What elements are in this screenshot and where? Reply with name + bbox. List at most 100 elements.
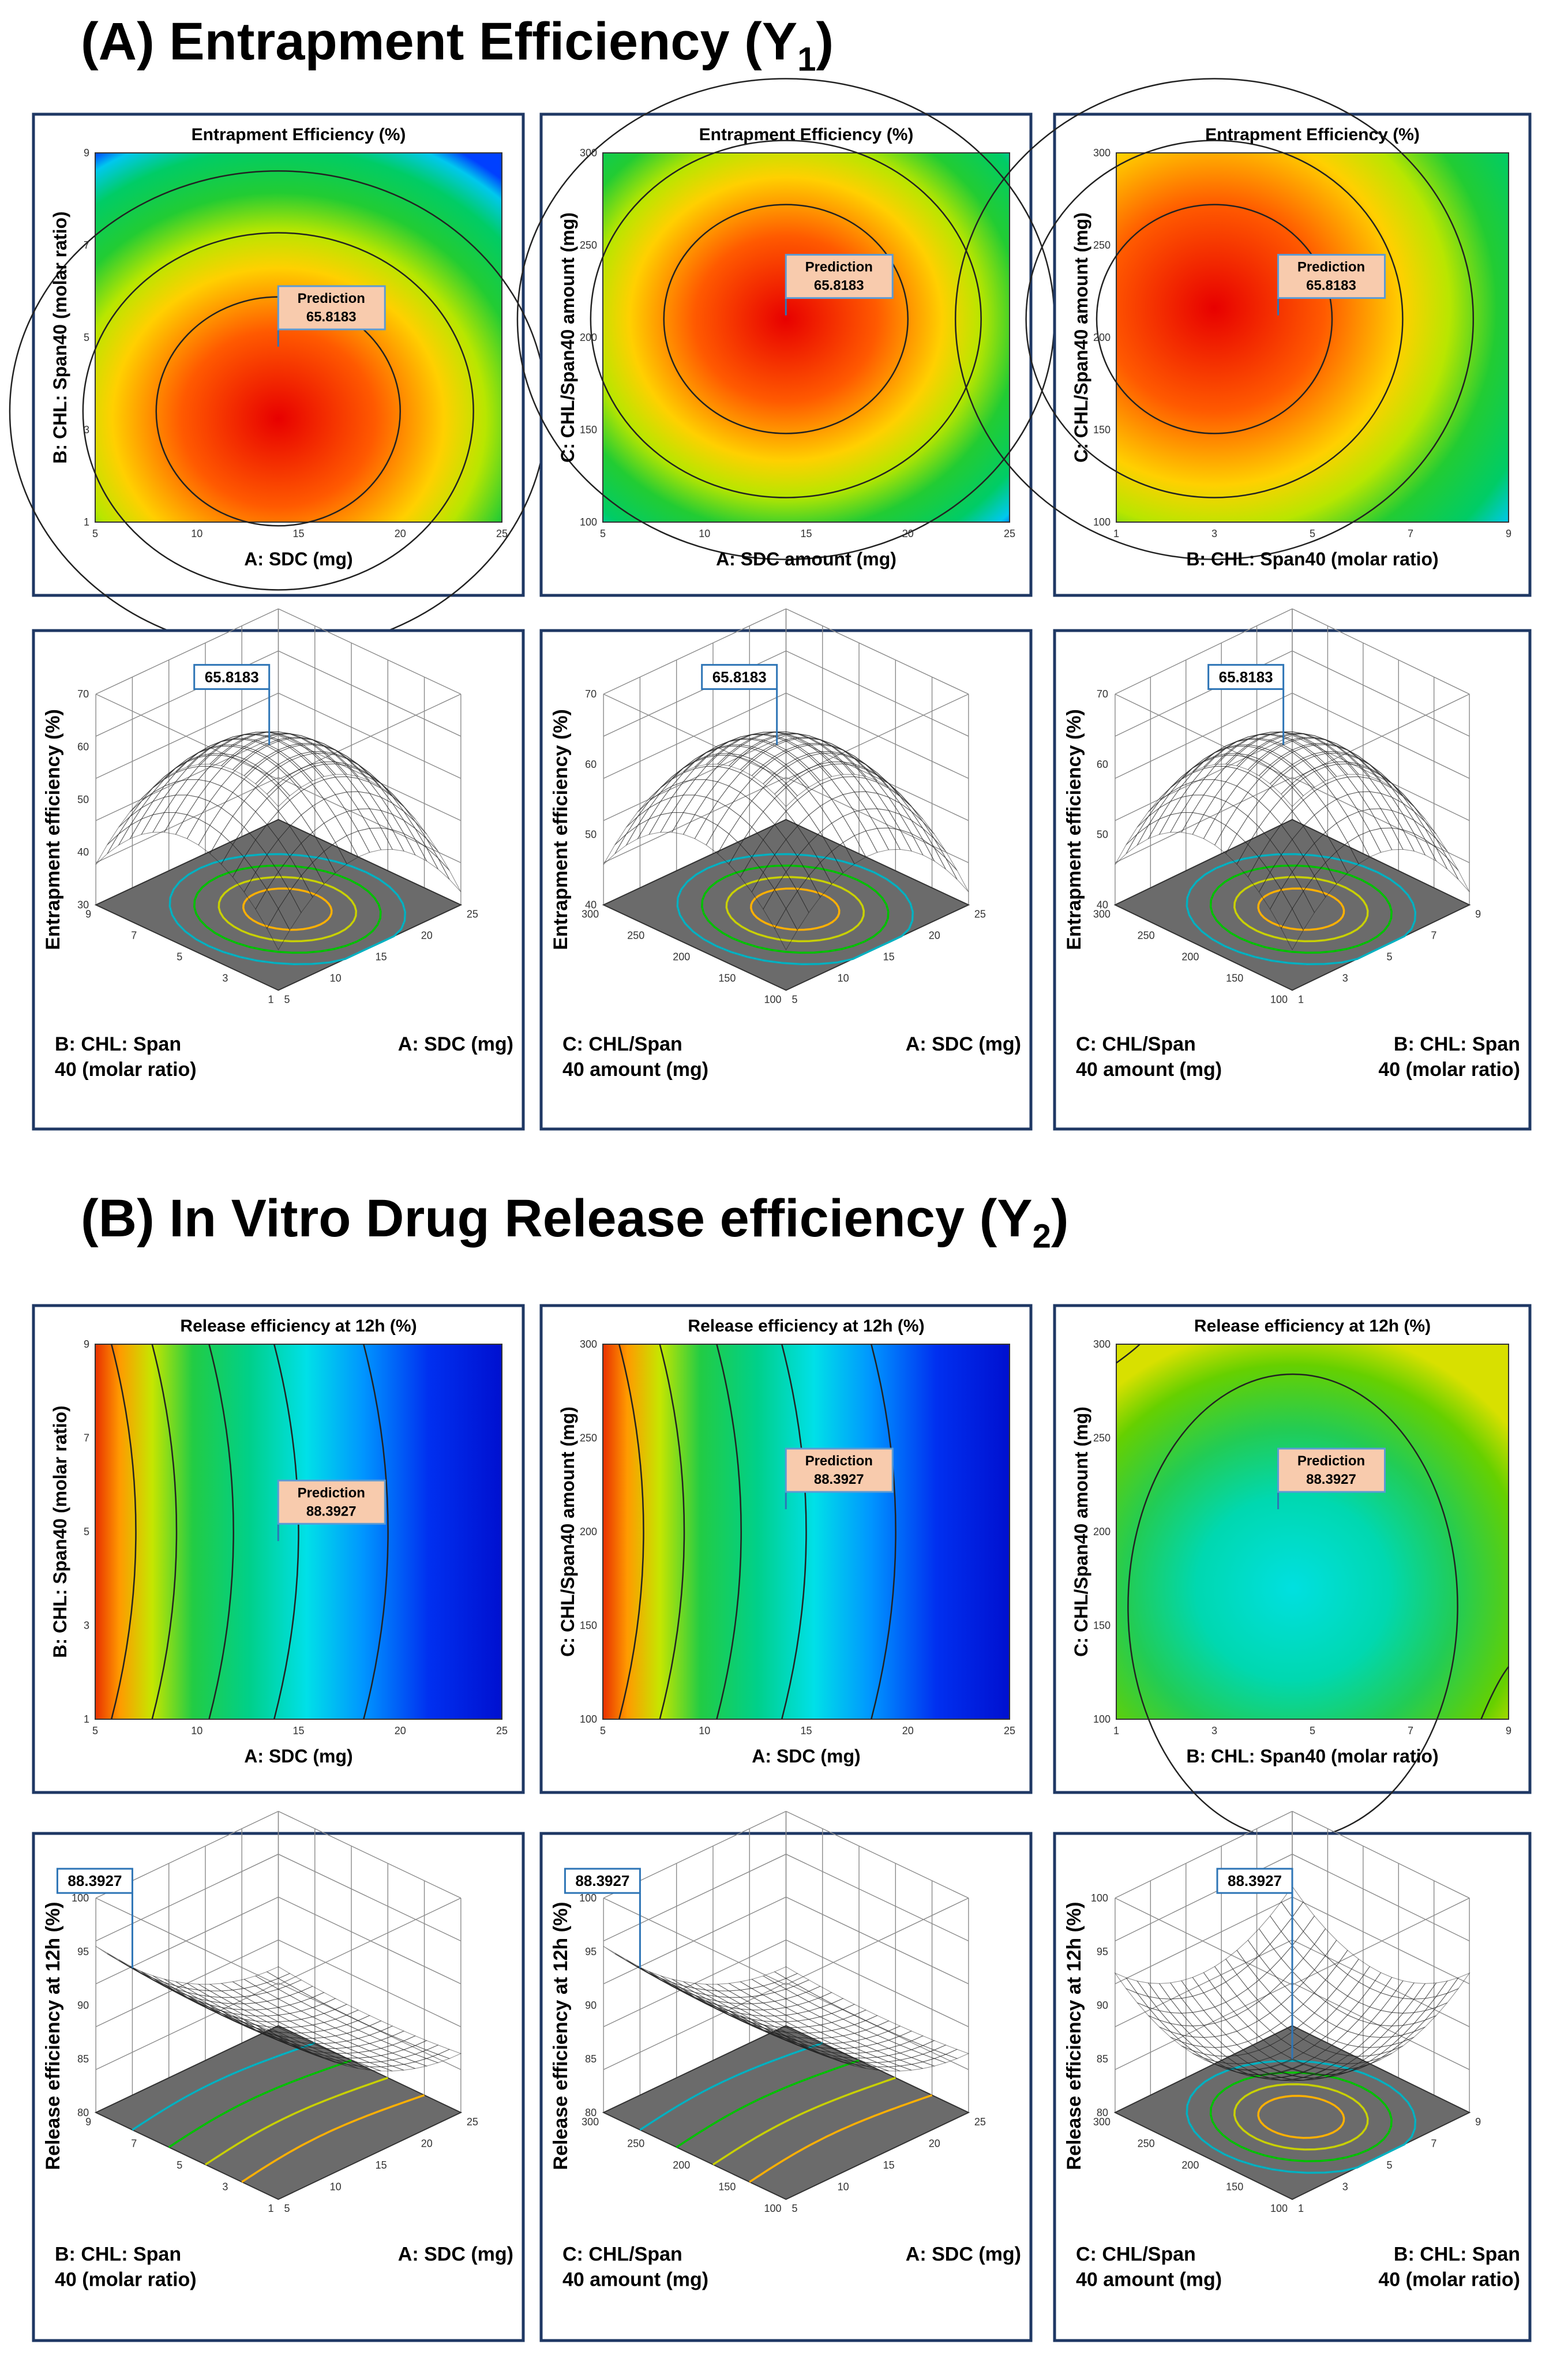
floor-contour-line [193,864,382,954]
right-axis-label: 40 (molar ratio) [1378,1059,1520,1081]
right-axis-tick: 25 [974,2116,986,2128]
left-axis-label: 40 (molar ratio) [55,1059,197,1081]
left-axis-tick: 100 [1270,2203,1288,2214]
left-axis-label: 40 (molar ratio) [55,2268,197,2290]
surface-cell [267,2028,290,2041]
prediction-flag: 88.3927 [564,1867,641,1968]
y-tick-label: 200 [1093,1526,1111,1537]
y-axis-label: C: CHL/Span40 amount (mg) [1071,212,1091,463]
prediction-label: Prediction [1297,1453,1365,1469]
x-axis-label: A: SDC (mg) [244,549,352,569]
grid-line [603,608,786,695]
surface-plot-a6: 65.8183 40 50 60 70 Entrapment efficiency (%)… [1053,608,1532,1131]
grid-line [278,1897,462,1986]
z-axis-label: Entrapment efficiency (%) [42,709,64,950]
z-tick-label: 40 [77,846,89,858]
left-axis-tick: 7 [131,929,137,941]
grid-line [786,1939,969,2027]
grid-line [1115,734,1293,821]
grid-line [786,1897,969,1986]
left-axis-tick: 150 [718,2181,736,2193]
floor-contours [639,2042,933,2183]
x-tick-label: 5 [1310,528,1315,539]
z-tick-label: 90 [585,2000,597,2011]
grid-line [786,608,969,695]
x-tick-label: 20 [395,1725,406,1737]
y-axis-label: C: CHL/Span40 amount (mg) [1071,1407,1091,1657]
grid-line [278,692,462,779]
right-axis-label: B: CHL: Span [1394,1033,1520,1055]
x-tick-label: 5 [92,1725,98,1737]
y-tick-label: 3 [84,1620,89,1632]
right-axis-tick: 10 [838,972,849,984]
z-tick-label: 70 [77,688,89,700]
right-axis-tick: 15 [883,951,895,962]
y-tick-label: 300 [580,147,597,159]
grid-line [1115,608,1293,695]
floor-contour-line [701,864,890,954]
surface-plot-a4: 65.8183 30 40 50 60 70 Entrapment efficiency (… [32,608,525,1131]
plot-area [95,152,502,523]
z-tick-label: 80 [585,2107,597,2118]
floor-contour-line [1186,2060,1417,2174]
x-axis-label: A: SDC amount (mg) [716,549,896,569]
x-tick-label: 15 [800,1725,812,1737]
floor-contours [1186,853,1417,966]
floor-plane [94,2025,463,2200]
grid-line [786,1854,969,1942]
x-tick-label: 7 [1408,1725,1413,1737]
flag-value: 65.8183 [712,668,767,685]
y-tick-label: 250 [580,239,597,251]
floor-contour-line [1233,2083,1369,2151]
x-tick-label: 9 [1506,528,1511,539]
right-axis-label: A: SDC (mg) [906,2243,1021,2265]
left-axis-tick: 250 [627,2137,644,2149]
right-axis-tick: 15 [376,951,387,962]
x-tick-label: 20 [902,1725,914,1737]
floor-contour-line [242,887,333,931]
contour-line [659,1344,685,1720]
plot-area [602,152,1010,523]
prediction-marker: Prediction 88.3927 [785,1447,894,1509]
grid-line [1292,734,1470,821]
z-tick-label: 90 [77,2000,89,2011]
prediction-value: 65.8183 [1306,278,1356,294]
right-axis-tick: 5 [284,2203,290,2214]
contour-line [1480,1666,1509,1720]
y-tick-label: 100 [1093,516,1111,528]
contour-line [781,1344,807,1720]
section-a-heading-suffix: ) [816,12,834,71]
left-axis-tick: 100 [1270,993,1288,1005]
left-axis-tick: 100 [764,993,781,1005]
grid-line [278,734,462,821]
x-tick-label: 25 [1004,1725,1015,1737]
right-axis-tick: 15 [883,2159,895,2171]
grid-line [1115,1897,1293,1986]
grid-line [278,608,462,695]
z-axis-label: Release efficiency at 12h (%) [1063,1902,1085,2170]
grid-line [1115,1982,1293,2071]
left-axis-label: C: CHL/Span [1076,2243,1196,2265]
z-axis-label: Release efficiency at 12h (%) [42,1902,64,2170]
y-tick-label: 150 [1093,424,1111,436]
right-axis-tick: 10 [330,2181,342,2193]
left-axis-tick: 150 [1226,2181,1243,2193]
z-tick-label: 70 [1097,688,1108,700]
z-tick-label: 85 [1097,2053,1108,2065]
flag-box [56,1867,133,1894]
left-axis-tick: 7 [131,2137,137,2149]
flag-value: 88.3927 [67,1872,122,1889]
x-tick-label: 10 [699,528,710,539]
right-axis-tick: 5 [792,993,798,1005]
grid-line [95,1896,279,1985]
grid-line [1292,1897,1470,1986]
floor-contours [1186,2060,1417,2174]
z-tick-label: 60 [585,759,597,770]
surface-cell [774,908,798,951]
flag-box [193,663,271,690]
grid-line [278,1939,462,2027]
grid-line [1115,1896,1293,1985]
prediction-marker: Prediction 65.8183 [785,254,894,316]
contour-line [273,1344,299,1720]
floor-contour-line [132,2042,316,2131]
